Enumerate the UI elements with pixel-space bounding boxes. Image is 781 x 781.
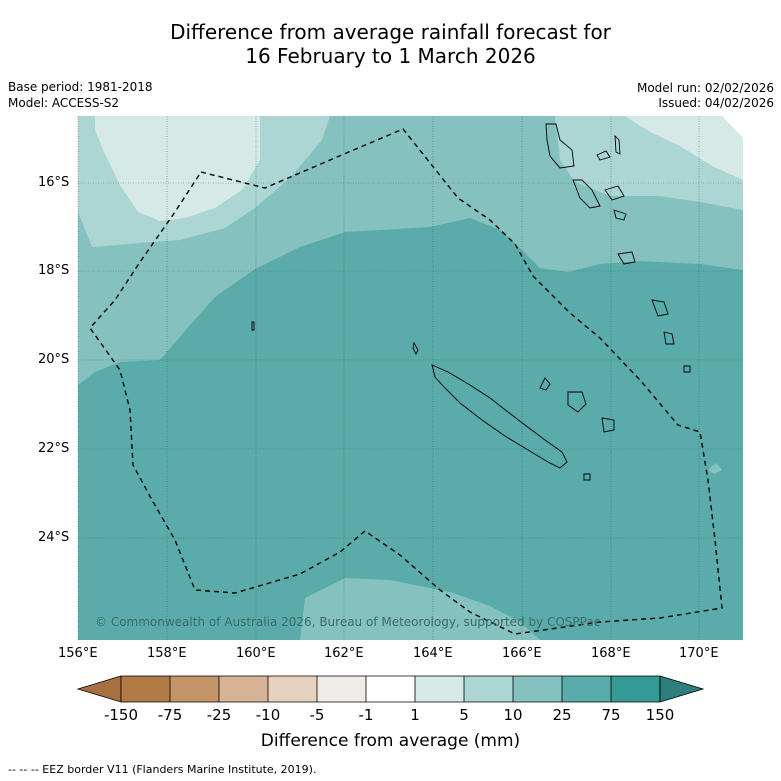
eez-footnote: -- -- -- EEZ border V11 (Flanders Marine… [8,763,317,776]
colorbar-bin-10-25 [513,676,562,702]
colorbar-bin-75-150 [611,676,660,702]
coast-vanuatu-erromango [651,299,669,317]
lon-label-170e: 170°E [679,646,719,661]
rainfall-anomaly-field [78,116,743,640]
anomaly-region-white-corner [722,116,743,138]
colorbar-bin-5-10 [464,676,513,702]
model-run: Model run: 02/02/2026 [636,81,774,95]
graticule [77,116,743,640]
coast-chesterfield [251,321,255,331]
lat-label-18s: 18°S [38,263,70,278]
lat-label-20s: 20°S [38,352,70,367]
colorbar-tick-label: 1 [410,706,420,724]
colorbar-tick-label: 150 [645,706,675,724]
colorbar-extend-high [659,675,705,703]
anomaly-region-1-5-nw [95,116,260,221]
coast-belep [412,341,419,356]
lon-label-160e: 160°E [236,646,276,661]
coast-new-caledonia [431,364,568,469]
colorbar-title: Difference from average (mm) [260,731,521,751]
colorbar-bin-neutral [366,676,415,702]
colorbar-tick-label: -10 [255,706,281,724]
colorbar-tick-label: -150 [103,706,139,724]
colorbar-tick-label: -75 [157,706,183,724]
colorbar-bin-150-75-neg [121,676,170,702]
colorbar-bin-25-75 [562,676,611,702]
colorbar-bin-1-5 [415,676,464,702]
colorbar-tick-label: -25 [206,706,232,724]
coast-isle-of-pines [583,473,591,481]
colorbar-bin-10-5-neg [268,676,317,702]
colorbar-extend-low [76,675,122,703]
lat-label-24s: 24°S [38,530,70,545]
lon-label-166e: 166°E [502,646,542,661]
coastlines [251,123,691,481]
map-title-line2: 16 February to 1 March 2026 [245,44,536,68]
anomaly-region-10-25-south [300,578,540,640]
colorbar-bin-5-1-neg [317,676,366,702]
coast-vanuatu-epi [613,209,627,221]
colorbar-tick-label: 25 [552,706,572,724]
anomaly-region-10-25-east [708,463,722,474]
coast-loyalty-mare [601,417,615,433]
coast-vanuatu-aneityum [683,365,691,373]
colorbar [76,675,705,703]
colorbar-tick-label: -1 [358,706,374,724]
lon-label-156e: 156°E [58,646,98,661]
coast-vanuatu-malakula [572,179,601,209]
coast-vanuatu-espiritu-santo [545,123,575,169]
lon-label-164e: 164°E [413,646,453,661]
colorbar-tick-label: -5 [309,706,325,724]
coast-loyalty-ouvea [539,377,551,391]
lon-label-168e: 168°E [591,646,631,661]
eez-border [89,128,723,635]
anomaly-region-1-5-ne [625,116,743,180]
issued-date: Issued: 04/02/2026 [658,96,774,110]
lat-label-22s: 22°S [38,441,70,456]
coast-vanuatu-efate [617,251,636,265]
coast-vanuatu-tanna [663,331,675,345]
coast-vanuatu-ambae [596,150,611,161]
colorbar-tick-label: 75 [601,706,621,724]
copyright-notice: © Commonwealth of Australia 2026, Bureau… [95,615,601,629]
coast-vanuatu-pentecost [604,185,625,201]
map-title-line1: Difference from average rainfall forecas… [170,20,611,44]
colorbar-tick-label: 10 [503,706,523,724]
base-period: Base period: 1981-2018 [8,80,153,94]
lon-label-158e: 158°E [147,646,187,661]
colorbar-dividers [120,675,661,703]
colorbar-bin-25-10-neg [219,676,268,702]
coast-vanuatu-maewo [614,134,621,155]
coast-loyalty-lifou [567,391,587,413]
lon-label-162e: 162°E [324,646,364,661]
colorbar-bin-75-25-neg [170,676,219,702]
colorbar-tick-label: 5 [459,706,469,724]
model-name: Model: ACCESS-S2 [8,96,120,110]
lat-label-16s: 16°S [38,175,70,190]
